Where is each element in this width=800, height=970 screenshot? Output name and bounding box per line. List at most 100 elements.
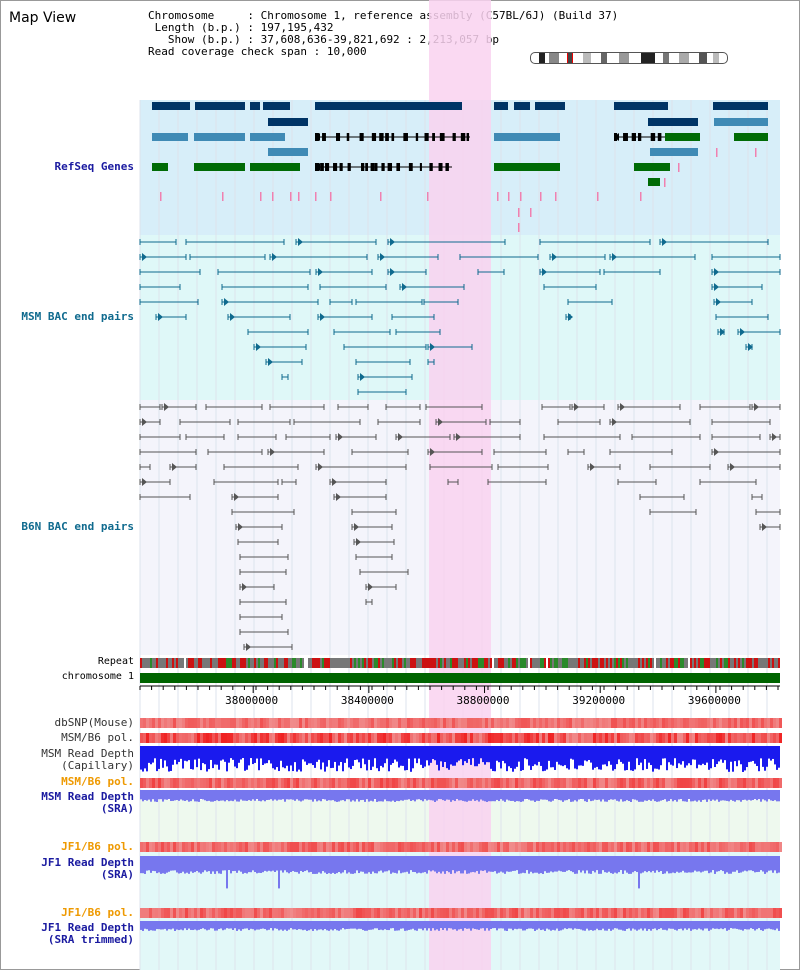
- bac-pair: [333, 493, 387, 501]
- bac-pair: [357, 373, 413, 381]
- bac-pair: [239, 554, 289, 560]
- msm-b6-pol-label-2[interactable]: MSM/B6 pol.: [61, 775, 134, 788]
- bac-pair: [447, 479, 459, 485]
- msm-b6-pol-label[interactable]: MSM/B6 pol.: [61, 731, 134, 744]
- gene: [650, 148, 698, 156]
- axis-tick-label: 38400000: [341, 694, 394, 707]
- bac-pair: [221, 284, 309, 290]
- bac-pair: [185, 239, 285, 245]
- bac-pair: [139, 449, 197, 455]
- bac-pair: [139, 404, 161, 410]
- jf1-b6-pol-track: [140, 842, 782, 852]
- dbsnp-label[interactable]: dbSNP(Mouse): [54, 716, 134, 729]
- bac-pair: [217, 269, 311, 275]
- bac-pair: [319, 284, 387, 290]
- bac-pair: [285, 434, 331, 440]
- bac-pair: [587, 463, 621, 471]
- bac-pair: [281, 479, 297, 485]
- gene: [494, 102, 508, 110]
- bac-pair: [139, 464, 151, 470]
- jf1-depth-sra-label-2: (SRA): [100, 868, 134, 881]
- gene: [250, 133, 285, 141]
- msm-depth-sra-label-1[interactable]: MSM Read Depth: [41, 790, 134, 803]
- bac-pair: [711, 434, 761, 440]
- bac-pair: [543, 434, 621, 440]
- jf1-b6-pol-label[interactable]: JF1/B6 pol.: [61, 840, 134, 853]
- bac-pair: [429, 464, 493, 470]
- bac-pair: [315, 463, 407, 471]
- bac-pair: [769, 433, 781, 441]
- bac-pair: [189, 254, 266, 260]
- refseq-pink-marks: [160, 148, 757, 232]
- msm-depth-sra-track: [140, 790, 780, 802]
- jf1-b6-pol-label-2[interactable]: JF1/B6 pol.: [61, 906, 134, 919]
- msm-bac-label[interactable]: MSM BAC end pairs: [21, 310, 134, 323]
- refseq-genes-label[interactable]: RefSeq Genes: [54, 160, 134, 173]
- bac-pair: [365, 583, 397, 591]
- axis-tick-label: 39200000: [572, 694, 625, 707]
- bac-pair: [711, 448, 781, 456]
- bac-pair: [329, 299, 353, 305]
- bac-pair: [567, 449, 585, 455]
- bac-pair: [213, 479, 279, 485]
- gene: [195, 102, 245, 110]
- refseq-genes: [152, 102, 768, 186]
- bac-pair: [745, 343, 753, 351]
- bac-pair: [343, 344, 427, 350]
- jf1-depth-trim-label-1[interactable]: JF1 Read Depth: [41, 921, 134, 934]
- bac-pair: [207, 449, 263, 455]
- bac-pair: [247, 329, 309, 335]
- bac-pair: [493, 449, 547, 455]
- bac-pair: [751, 494, 763, 500]
- jf1-depth-trimmed-track: [140, 921, 780, 931]
- bac-pair: [489, 419, 521, 425]
- b6n-bac-pairs: [139, 403, 781, 651]
- bac-pair: [391, 314, 435, 320]
- bac-pair: [231, 493, 279, 501]
- bac-pair: [539, 268, 601, 276]
- bac-pair: [265, 358, 303, 366]
- ideogram-band: [699, 53, 707, 63]
- gene: [194, 163, 245, 171]
- gene: [315, 102, 462, 110]
- gene: [494, 163, 560, 171]
- bac-pair: [567, 299, 613, 305]
- bac-pair: [139, 478, 171, 486]
- bac-pair: [711, 268, 781, 276]
- jf1-b6-pol-track-2: [140, 908, 782, 918]
- bac-pair: [543, 284, 597, 290]
- gene: [634, 163, 670, 171]
- bac-pair: [713, 298, 753, 306]
- ideogram-band: [663, 53, 669, 63]
- bac-pair: [377, 419, 421, 425]
- msm-depth-cap-label-1[interactable]: MSM Read Depth: [41, 747, 134, 760]
- bac-pair: [139, 418, 161, 426]
- bac-pair: [269, 253, 368, 261]
- bac-pair: [649, 509, 697, 515]
- gene: [263, 102, 290, 110]
- bac-pair: [239, 583, 275, 591]
- gene: [152, 133, 188, 141]
- bac-pair: [161, 403, 197, 411]
- axis-tick-label: 38000000: [225, 694, 278, 707]
- bac-pair: [617, 403, 681, 411]
- chromosome-ideogram[interactable]: [530, 52, 728, 64]
- bac-pair: [205, 404, 263, 410]
- bac-pair: [355, 359, 411, 365]
- bac-pair: [727, 463, 781, 471]
- chromosome-bar: [140, 673, 780, 683]
- bac-pair: [639, 494, 685, 500]
- chromosome-track-label: chromosome 1: [61, 671, 134, 682]
- show-label: Show (b.p.): [167, 33, 241, 46]
- bac-pair: [395, 329, 441, 335]
- bac-pair: [155, 313, 187, 321]
- jf1-depth-sra-label-1[interactable]: JF1 Read Depth: [41, 856, 134, 869]
- bac-pair: [353, 538, 395, 546]
- bac-pair: [711, 283, 763, 291]
- length-label: Length (b.p.): [154, 21, 241, 34]
- bac-pair: [609, 253, 696, 261]
- bac-pair: [169, 463, 197, 471]
- gene: [713, 102, 768, 110]
- b6n-bac-label[interactable]: B6N BAC end pairs: [21, 520, 134, 533]
